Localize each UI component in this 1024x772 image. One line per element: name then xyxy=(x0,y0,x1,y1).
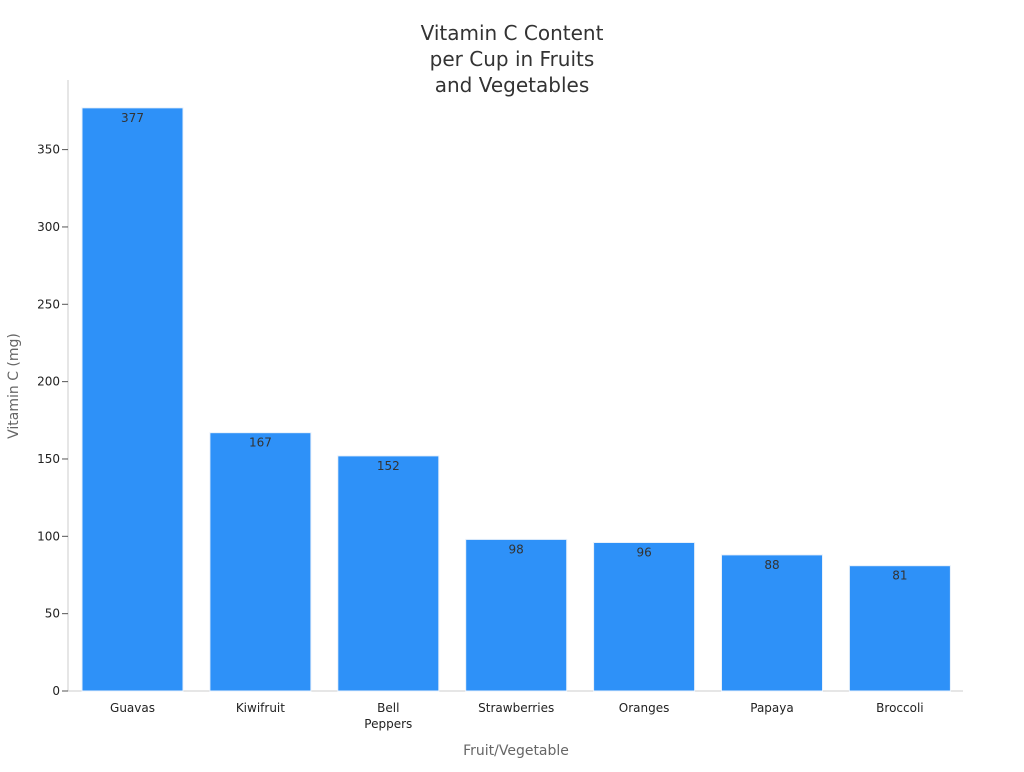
x-tick-label-line: Bell xyxy=(377,701,399,715)
bars xyxy=(81,107,951,692)
x-tick-label-line: Broccoli xyxy=(876,701,923,715)
bar xyxy=(81,107,184,692)
bar-value-label: 167 xyxy=(249,436,272,450)
chart-title: Vitamin C Content per Cup in Fruits and Ve… xyxy=(421,21,604,97)
bar xyxy=(848,565,951,692)
bar xyxy=(593,542,696,692)
bar-value-label: 81 xyxy=(892,569,907,583)
y-tick-label: 250 xyxy=(37,297,60,311)
x-tick-label-line: Strawberries xyxy=(478,701,554,715)
bar xyxy=(209,432,312,692)
y-axis-ticks: 0 50 100 150 200 250 300 350 xyxy=(37,143,68,698)
chart-title-line: and Vegetables xyxy=(435,73,590,97)
x-tick-label: Guavas xyxy=(110,701,155,715)
chart-title-line: per Cup in Fruits xyxy=(430,47,595,71)
x-tick-label: Kiwifruit xyxy=(236,701,285,715)
bar xyxy=(721,554,823,692)
y-axis-label: Vitamin C (mg) xyxy=(6,333,22,439)
y-tick-label: 100 xyxy=(37,529,60,543)
y-tick-label: 350 xyxy=(37,143,60,157)
bar xyxy=(465,538,568,692)
y-tick-label: 300 xyxy=(37,220,60,234)
x-tick-label-line: Peppers xyxy=(364,717,412,731)
x-tick-label: Bell Peppers xyxy=(364,701,412,731)
bar-data-labels: 377 167 152 98 96 88 81 xyxy=(121,111,907,583)
x-tick-label-line: Oranges xyxy=(619,701,670,715)
bar xyxy=(337,455,440,692)
x-tick-label-line: Kiwifruit xyxy=(236,701,285,715)
bar-value-label: 88 xyxy=(764,558,779,572)
y-tick-label: 50 xyxy=(45,607,60,621)
y-tick-label: 150 xyxy=(37,452,60,466)
x-tick-label-line: Guavas xyxy=(110,701,155,715)
y-tick-label: 200 xyxy=(37,375,60,389)
x-axis-label: Fruit/Vegetable xyxy=(463,743,569,759)
bar-value-label: 96 xyxy=(636,546,651,560)
x-tick-label: Papaya xyxy=(750,701,793,715)
x-tick-label-line: Papaya xyxy=(750,701,793,715)
bar-value-label: 98 xyxy=(509,542,524,556)
x-tick-label: Oranges xyxy=(619,701,670,715)
x-tick-label: Strawberries xyxy=(478,701,554,715)
x-axis-ticks: Guavas Kiwifruit Bell Peppers Strawberries Or… xyxy=(110,701,924,731)
bar-value-label: 152 xyxy=(377,459,400,473)
chart-title-line: Vitamin C Content xyxy=(421,21,604,45)
bar-value-label: 377 xyxy=(121,111,144,125)
y-tick-label: 0 xyxy=(52,684,60,698)
x-tick-label: Broccoli xyxy=(876,701,923,715)
